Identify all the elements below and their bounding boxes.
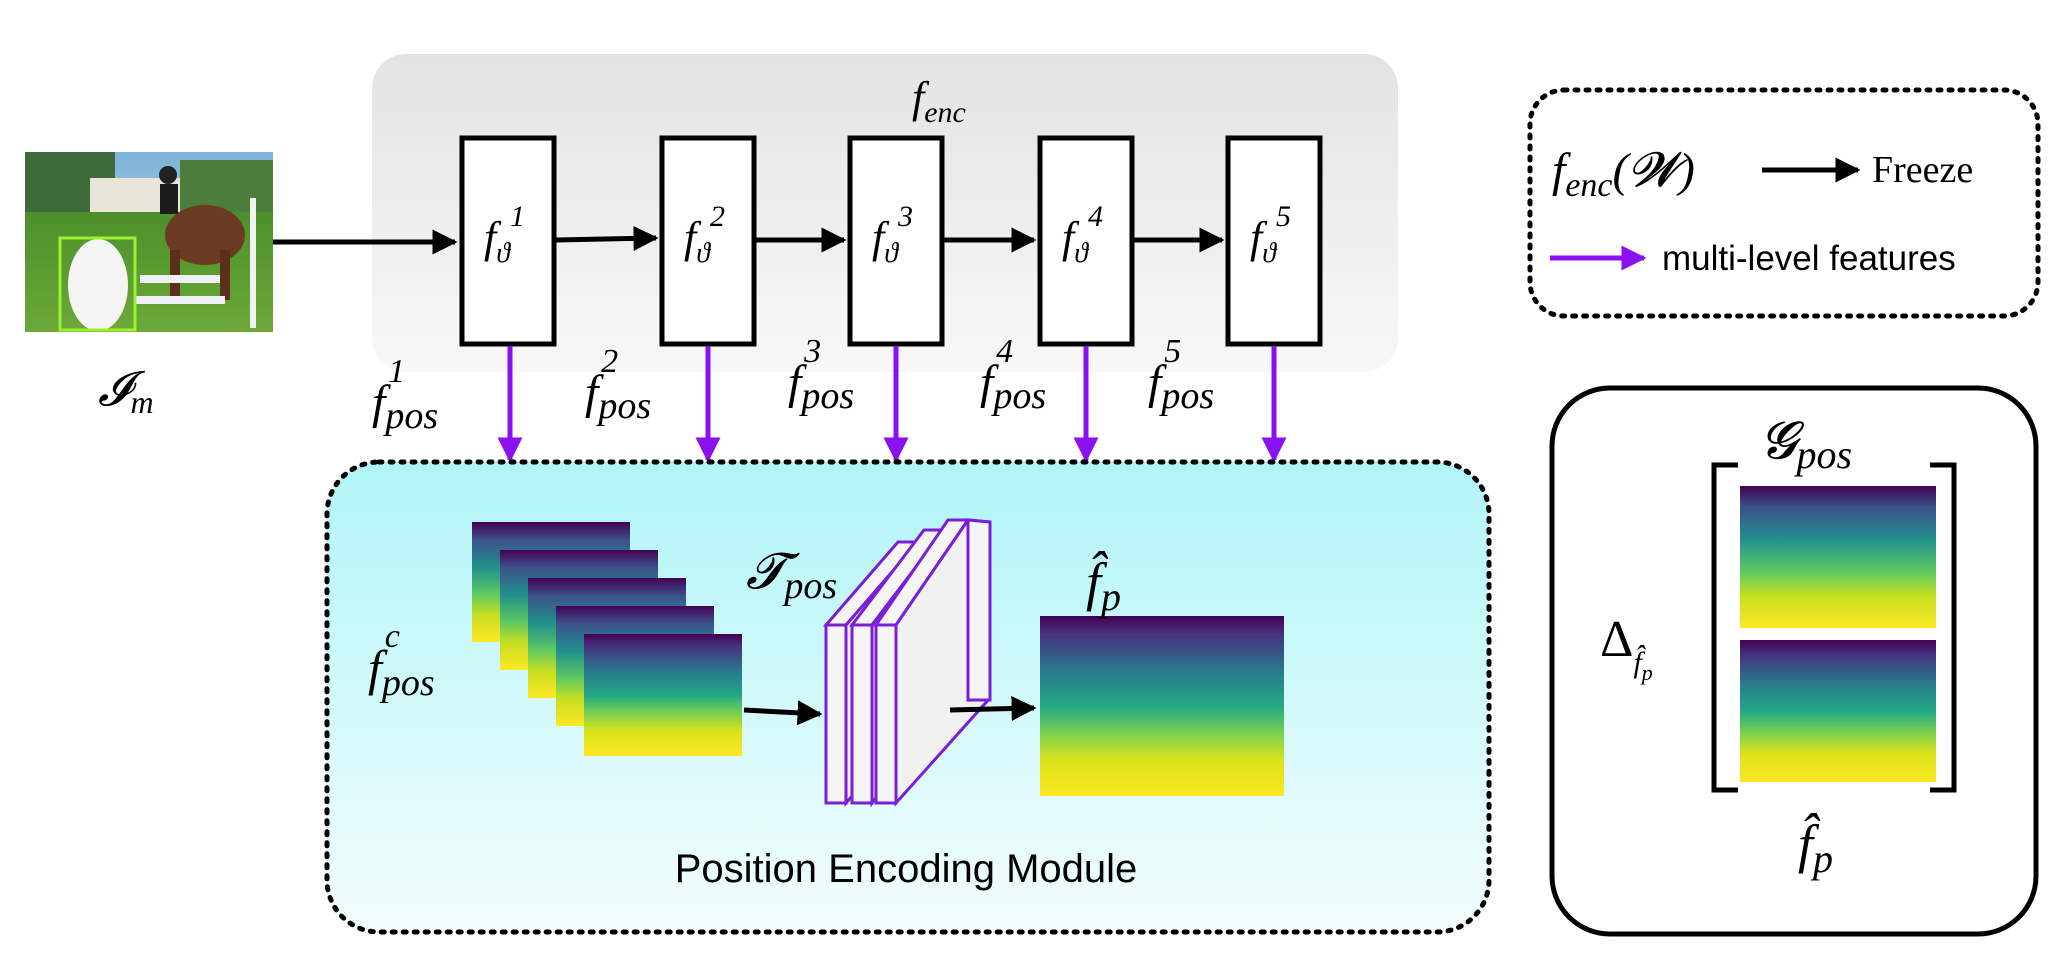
concat-feature-stack bbox=[472, 522, 742, 756]
transform-to-output-arrow bbox=[949, 696, 1037, 722]
legend-box bbox=[1527, 87, 2041, 319]
output-feature-map bbox=[1040, 616, 1284, 796]
left-bracket bbox=[1711, 462, 1738, 793]
concat-label: fposc bbox=[368, 618, 435, 704]
encoder-stage-1: fϑ1 bbox=[459, 135, 557, 347]
encoder-stage-2: fϑ2 bbox=[659, 135, 757, 347]
stack-to-transform-arrow bbox=[743, 700, 823, 726]
legend-freeze-label: Freeze bbox=[1872, 149, 1973, 191]
stage-arrow-1-2 bbox=[555, 225, 659, 251]
gpos-map bbox=[1740, 486, 1936, 628]
right-bracket bbox=[1930, 462, 1957, 793]
encoder-stage-5: fϑ5 bbox=[1225, 135, 1323, 347]
legend-freeze-expr: fenc(𝓦) bbox=[1552, 144, 1695, 204]
fpos-label-3: fpos3 bbox=[788, 333, 854, 417]
input-image bbox=[25, 152, 273, 332]
encoder-stage-4: fϑ4 bbox=[1037, 135, 1135, 347]
input-label: 𝓘m bbox=[98, 363, 154, 420]
transformer-block bbox=[822, 518, 992, 808]
legend-features-label: multi-level features bbox=[1662, 239, 1956, 278]
fhat-map bbox=[1740, 640, 1936, 782]
encoder-stage-3: fϑ3 bbox=[847, 135, 945, 347]
module-title: Position Encoding Module bbox=[675, 847, 1138, 891]
